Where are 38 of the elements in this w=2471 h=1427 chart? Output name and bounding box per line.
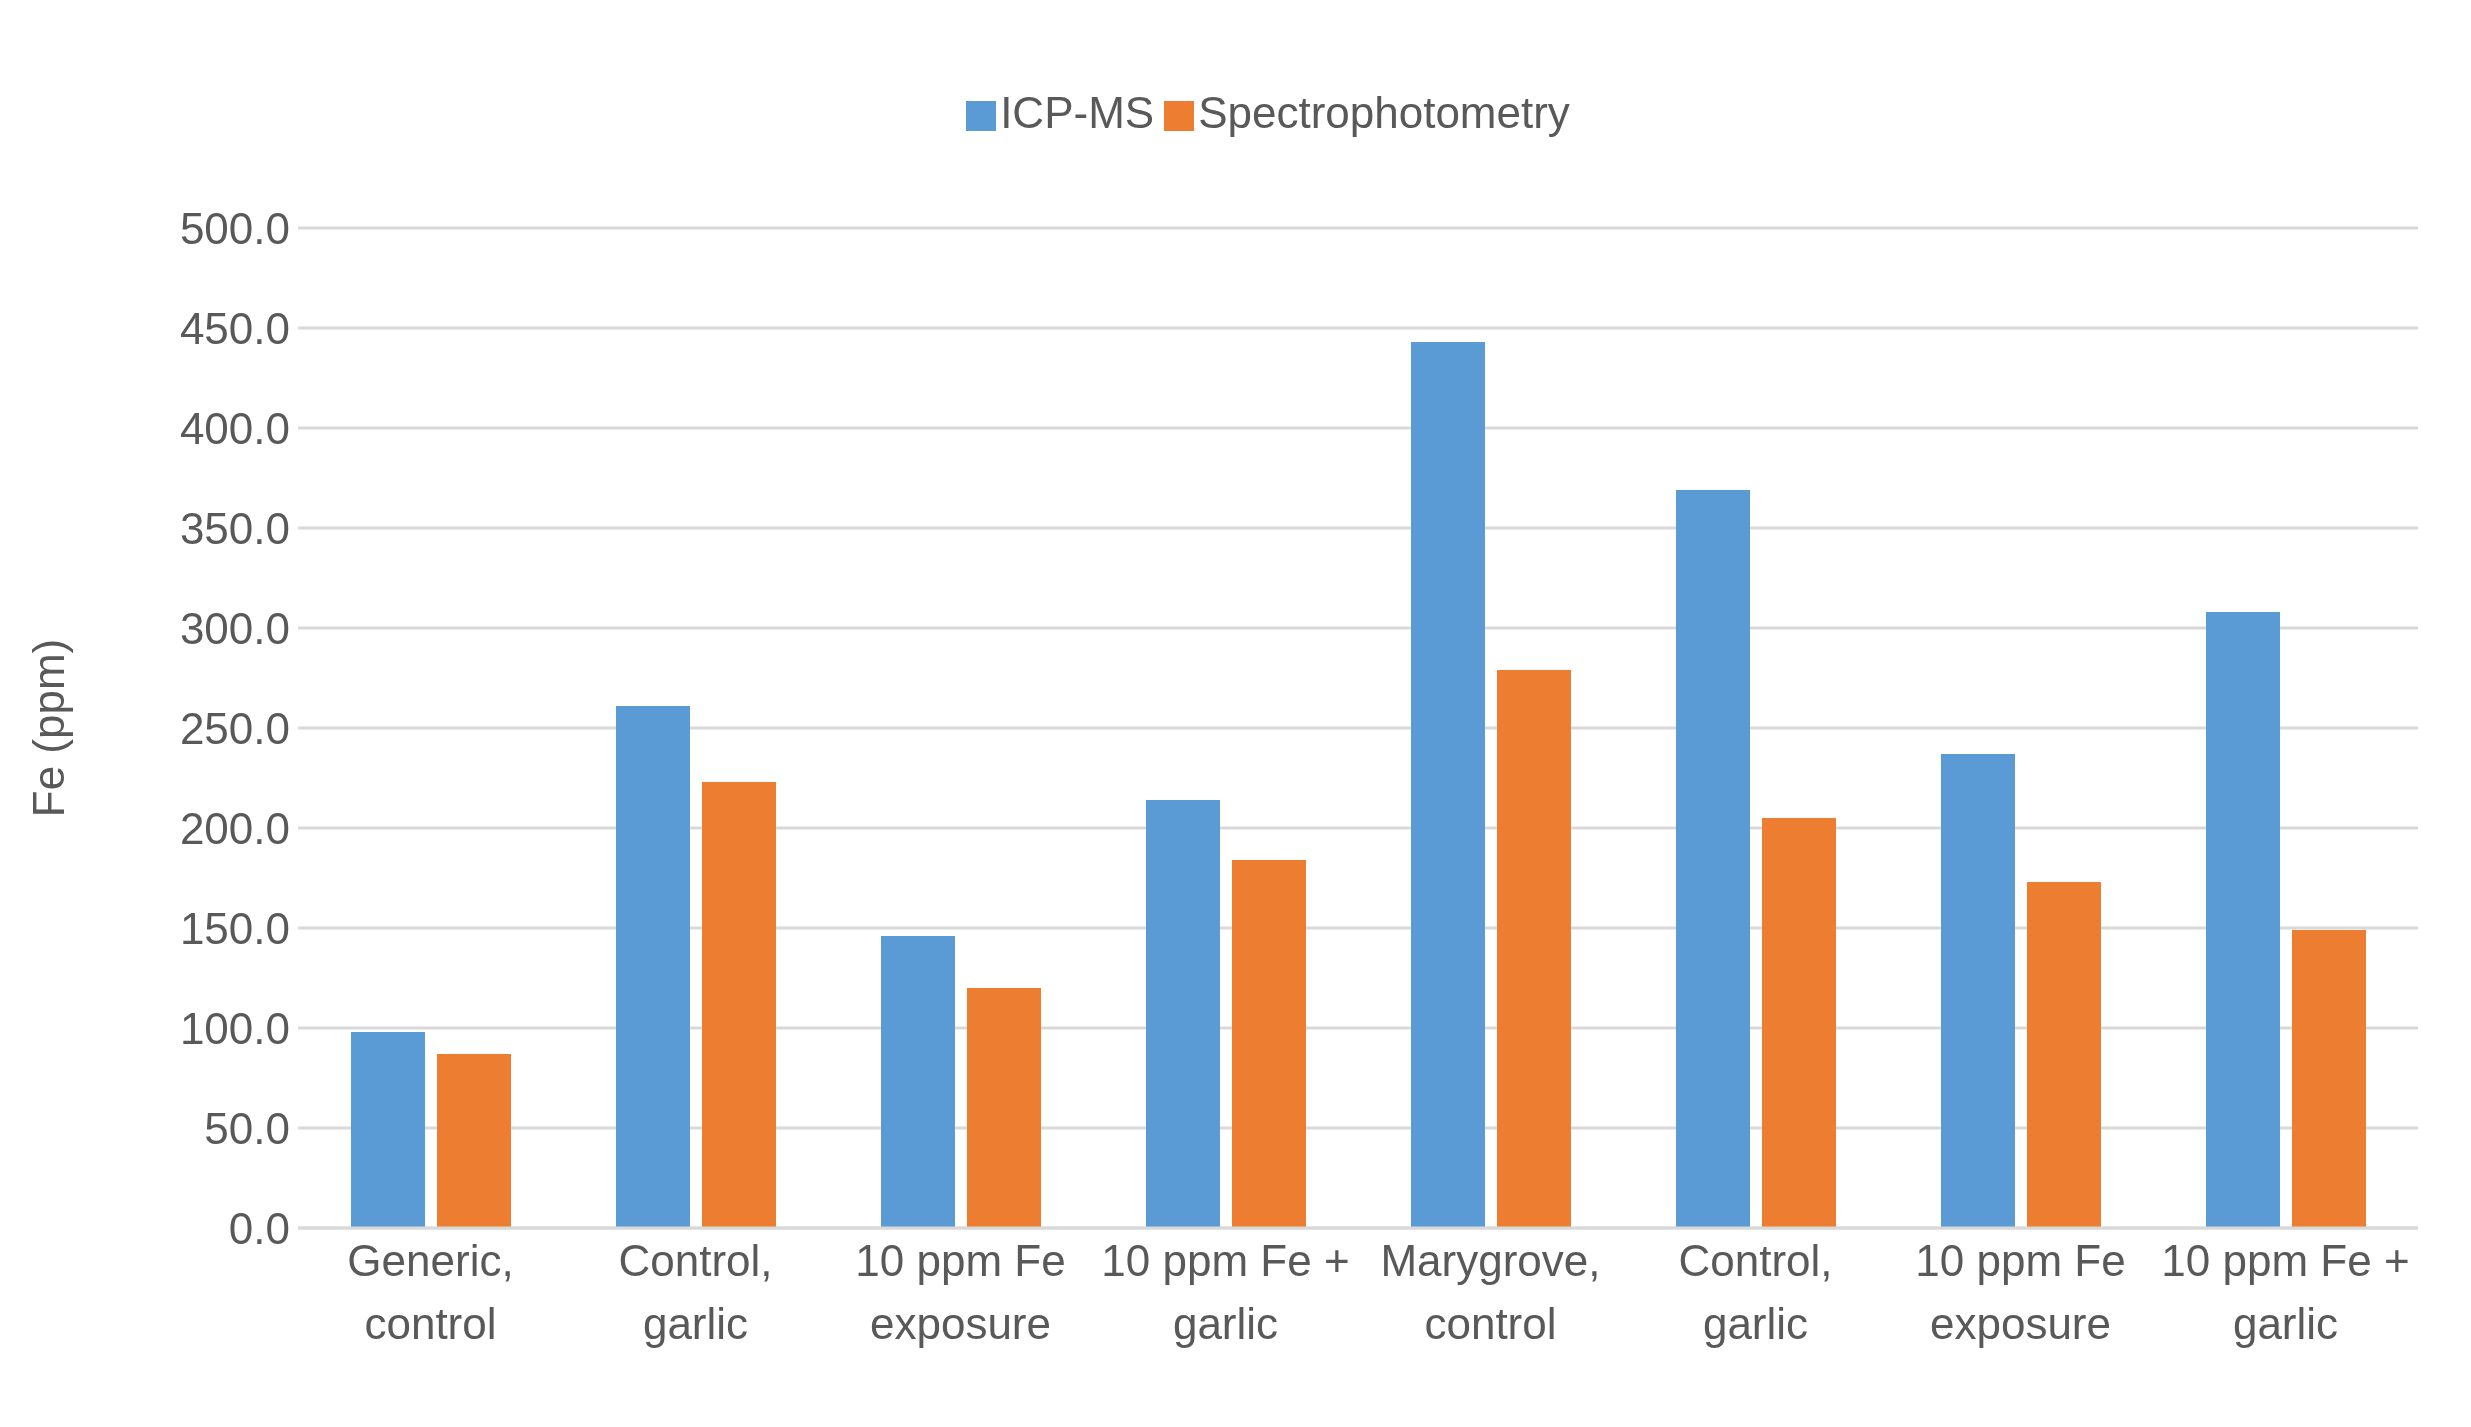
- bar: [1411, 342, 1485, 1228]
- y-tick-label: 300.0: [179, 603, 290, 653]
- bar: [1146, 800, 1220, 1228]
- bar: [2206, 612, 2280, 1228]
- x-tick-label: Control, garlic: [1678, 1236, 1833, 1348]
- bar: [1941, 754, 2015, 1228]
- x-tick-label: 10 ppm Fe exposure: [1915, 1236, 2126, 1348]
- bar: [616, 706, 690, 1228]
- legend-label: Spectrophotometry: [1198, 88, 1570, 137]
- y-tick-label: 150.0: [179, 903, 290, 953]
- bar: [437, 1054, 511, 1228]
- bar: [1497, 670, 1571, 1228]
- y-axis-title: Fe (ppm): [23, 638, 73, 818]
- x-tick-label: Control, garlic: [618, 1236, 773, 1348]
- bar: [702, 782, 776, 1228]
- x-tick-label: 10 ppm Fe + garlic: [1101, 1236, 1350, 1348]
- bar: [1676, 490, 1750, 1228]
- y-tick-label: 100.0: [179, 1003, 290, 1053]
- bar: [1232, 860, 1306, 1228]
- legend-label: ICP-MS: [1000, 88, 1155, 137]
- x-tick-label: 10 ppm Fe exposure: [855, 1236, 1066, 1348]
- x-tick-label: Generic, control: [347, 1236, 514, 1348]
- x-tick-label: Marygrove, control: [1380, 1236, 1601, 1348]
- bar: [2292, 930, 2366, 1228]
- bar: [967, 988, 1041, 1228]
- y-tick-label: 500.0: [179, 203, 290, 253]
- bar: [881, 936, 955, 1228]
- y-tick-label: 200.0: [179, 803, 290, 853]
- y-tick-label: 50.0: [204, 1103, 290, 1153]
- x-tick-label: 10 ppm Fe + garlic: [2161, 1236, 2410, 1348]
- y-tick-label: 250.0: [179, 703, 290, 753]
- y-tick-label: 400.0: [179, 403, 290, 453]
- bar: [2027, 882, 2101, 1228]
- y-tick-label: 350.0: [179, 503, 290, 553]
- bar: [351, 1032, 425, 1228]
- bar: [1762, 818, 1836, 1228]
- y-tick-label: 450.0: [179, 303, 290, 353]
- y-tick-label: 0.0: [228, 1203, 290, 1253]
